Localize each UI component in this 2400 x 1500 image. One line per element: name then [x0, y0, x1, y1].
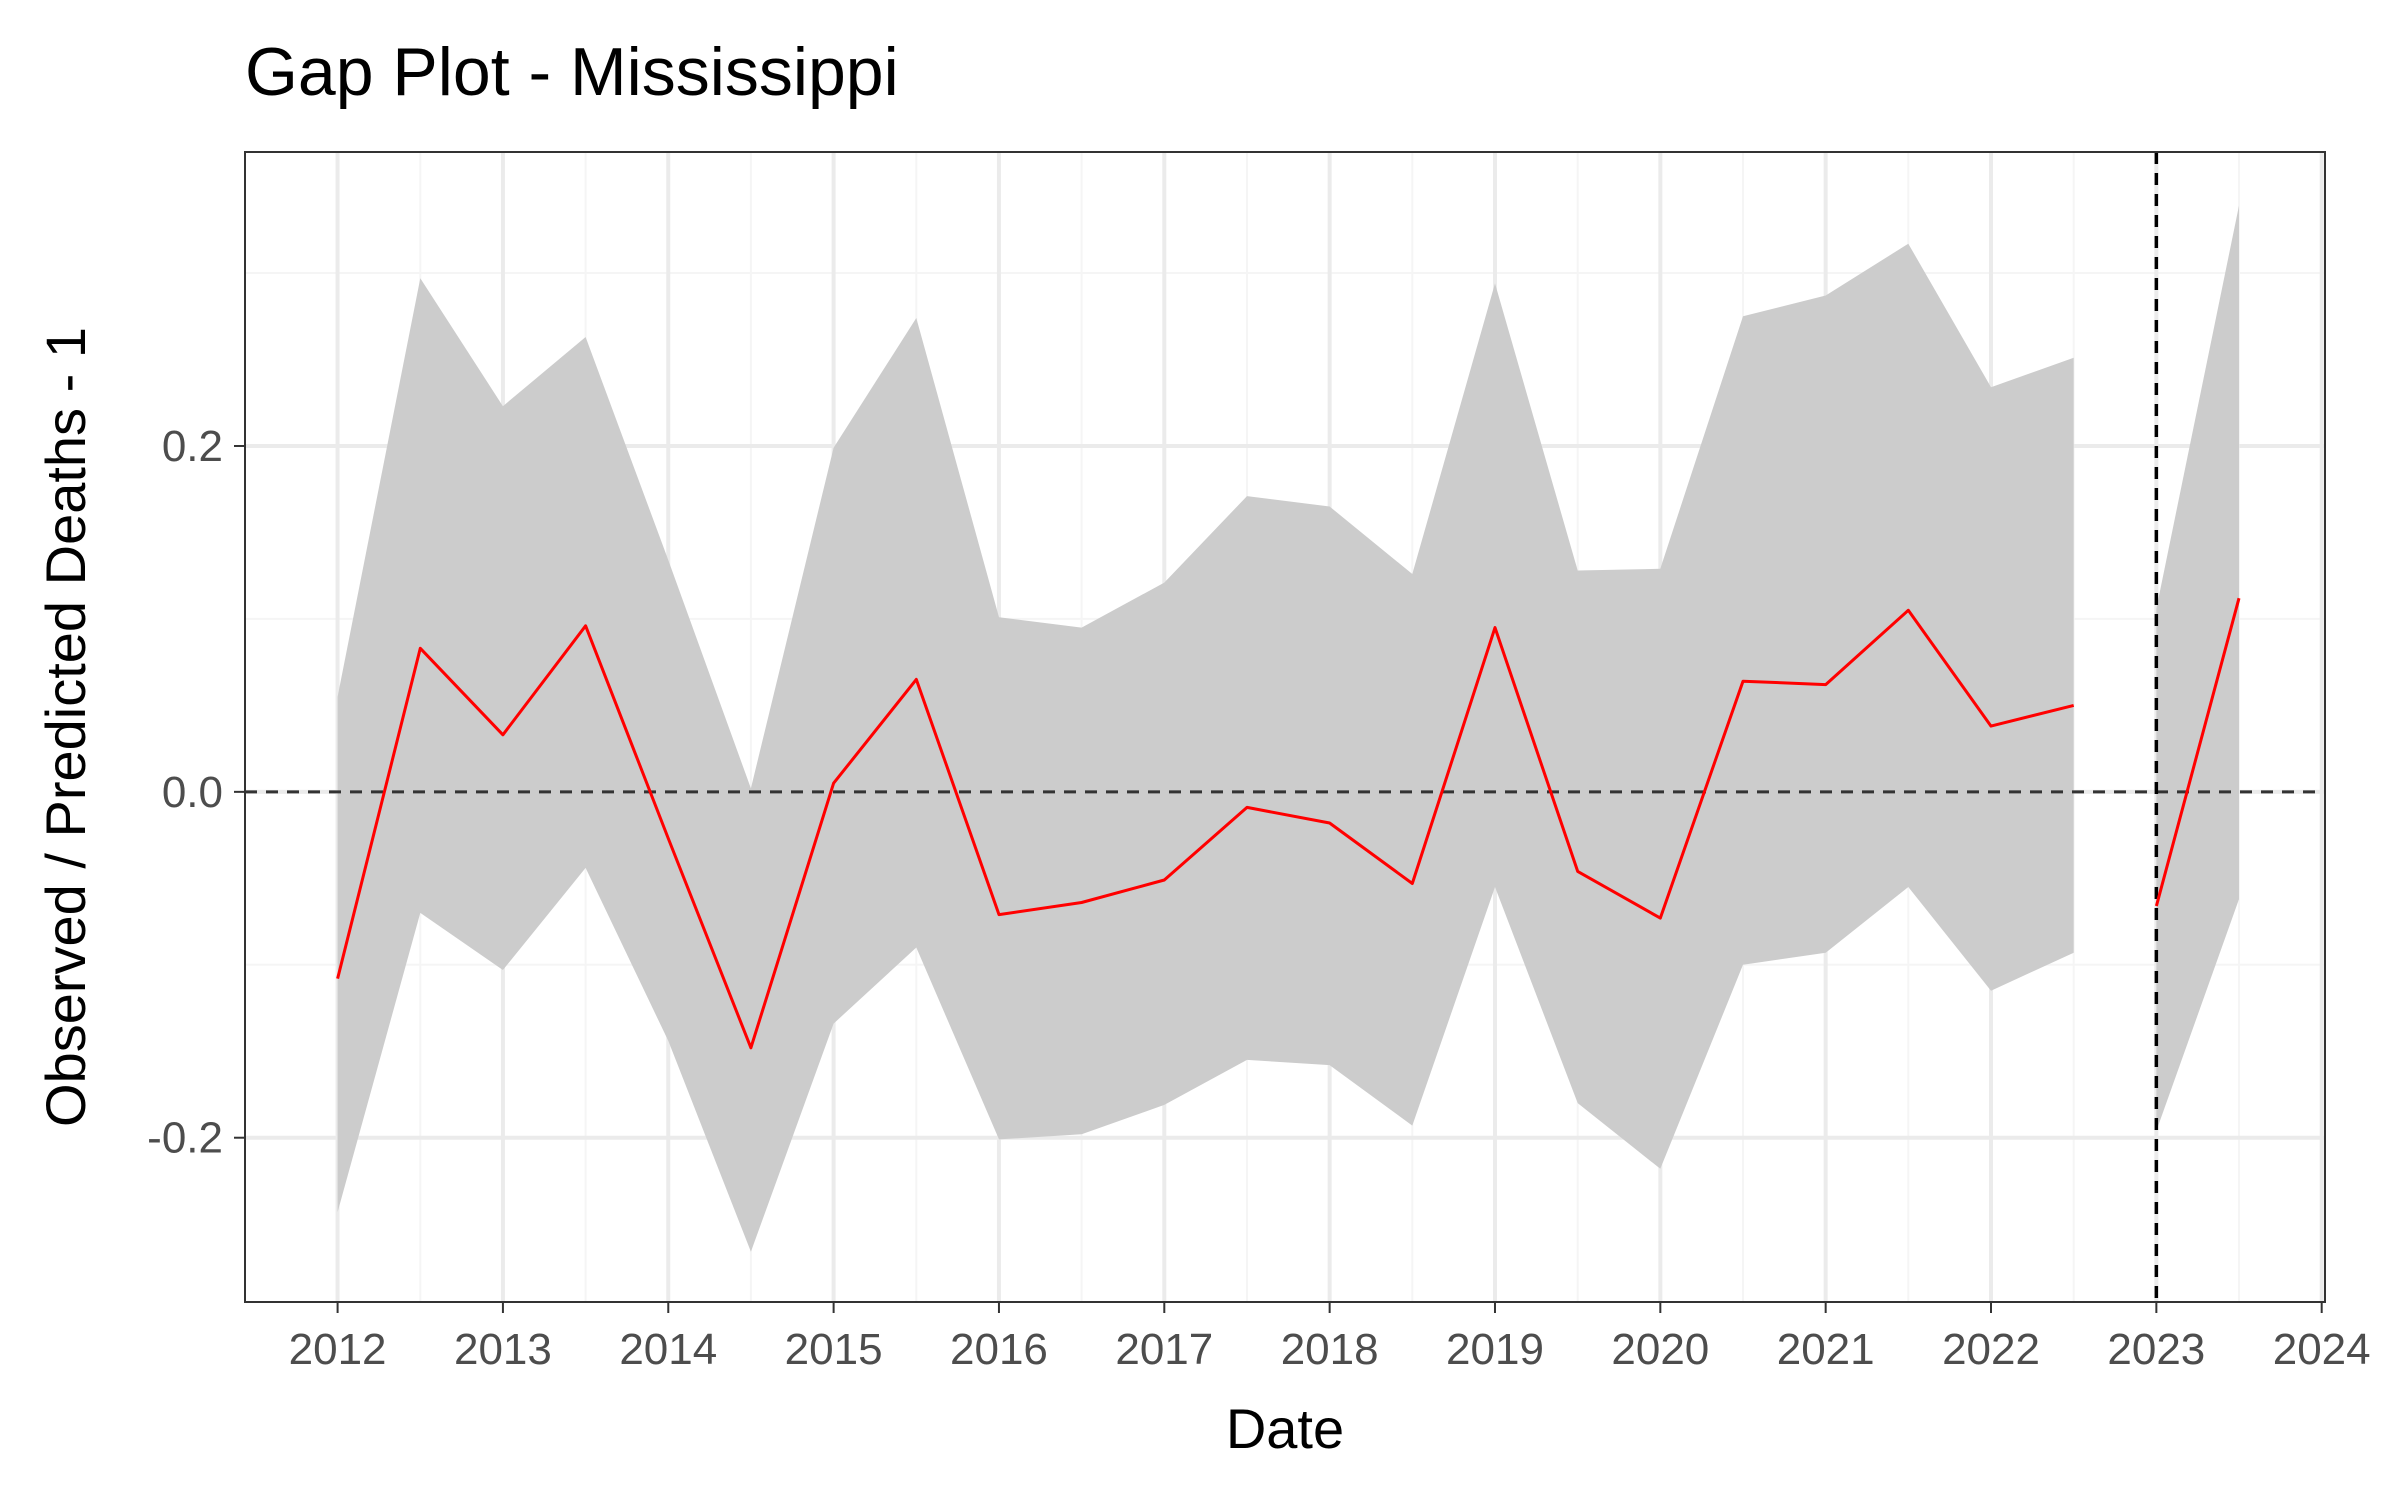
x-tick-label: 2012 [289, 1325, 387, 1374]
x-tick-label: 2017 [1115, 1325, 1213, 1374]
x-tick-label: 2013 [454, 1325, 552, 1374]
x-tick-label: 2024 [2273, 1325, 2371, 1374]
gap-line-segment-2 [2154, 597, 2241, 907]
confidence-band-2 [2156, 205, 2239, 1131]
x-axis: 2012 2013 2014 2015 2016 2017 2018 2019 2020 2021… [289, 1302, 2371, 1374]
x-tick-label: 2020 [1611, 1325, 1709, 1374]
x-tick-label: 2021 [1777, 1325, 1875, 1374]
reference-lines [245, 152, 2325, 1302]
x-tick-label: 2023 [2107, 1325, 2205, 1374]
x-tick-label: 2019 [1446, 1325, 1544, 1374]
y-tick-label: -0.2 [147, 1114, 223, 1163]
plot-panel-border [244, 151, 2326, 1303]
y-axis-title: Observed / Predicted Deaths - 1 [34, 327, 97, 1127]
y-axis: -0.2 0.0 0.2 [147, 422, 245, 1163]
x-axis-title: Date [1226, 1397, 1344, 1460]
chart-title: Gap Plot - Mississippi [245, 34, 899, 110]
y-tick-label: 0.2 [162, 422, 223, 471]
x-tick-label: 2018 [1281, 1325, 1379, 1374]
gap-line-segment-1 [336, 608, 2075, 1050]
x-tick-label: 2022 [1942, 1325, 2040, 1374]
x-tick-label: 2016 [950, 1325, 1048, 1374]
gap-series-lines [336, 597, 2241, 1050]
confidence-bands [337, 205, 2239, 1252]
x-tick-label: 2015 [785, 1325, 883, 1374]
x-tick-label: 2014 [619, 1325, 717, 1374]
y-tick-label: 0.0 [162, 768, 223, 817]
confidence-band-1 [337, 243, 2074, 1252]
